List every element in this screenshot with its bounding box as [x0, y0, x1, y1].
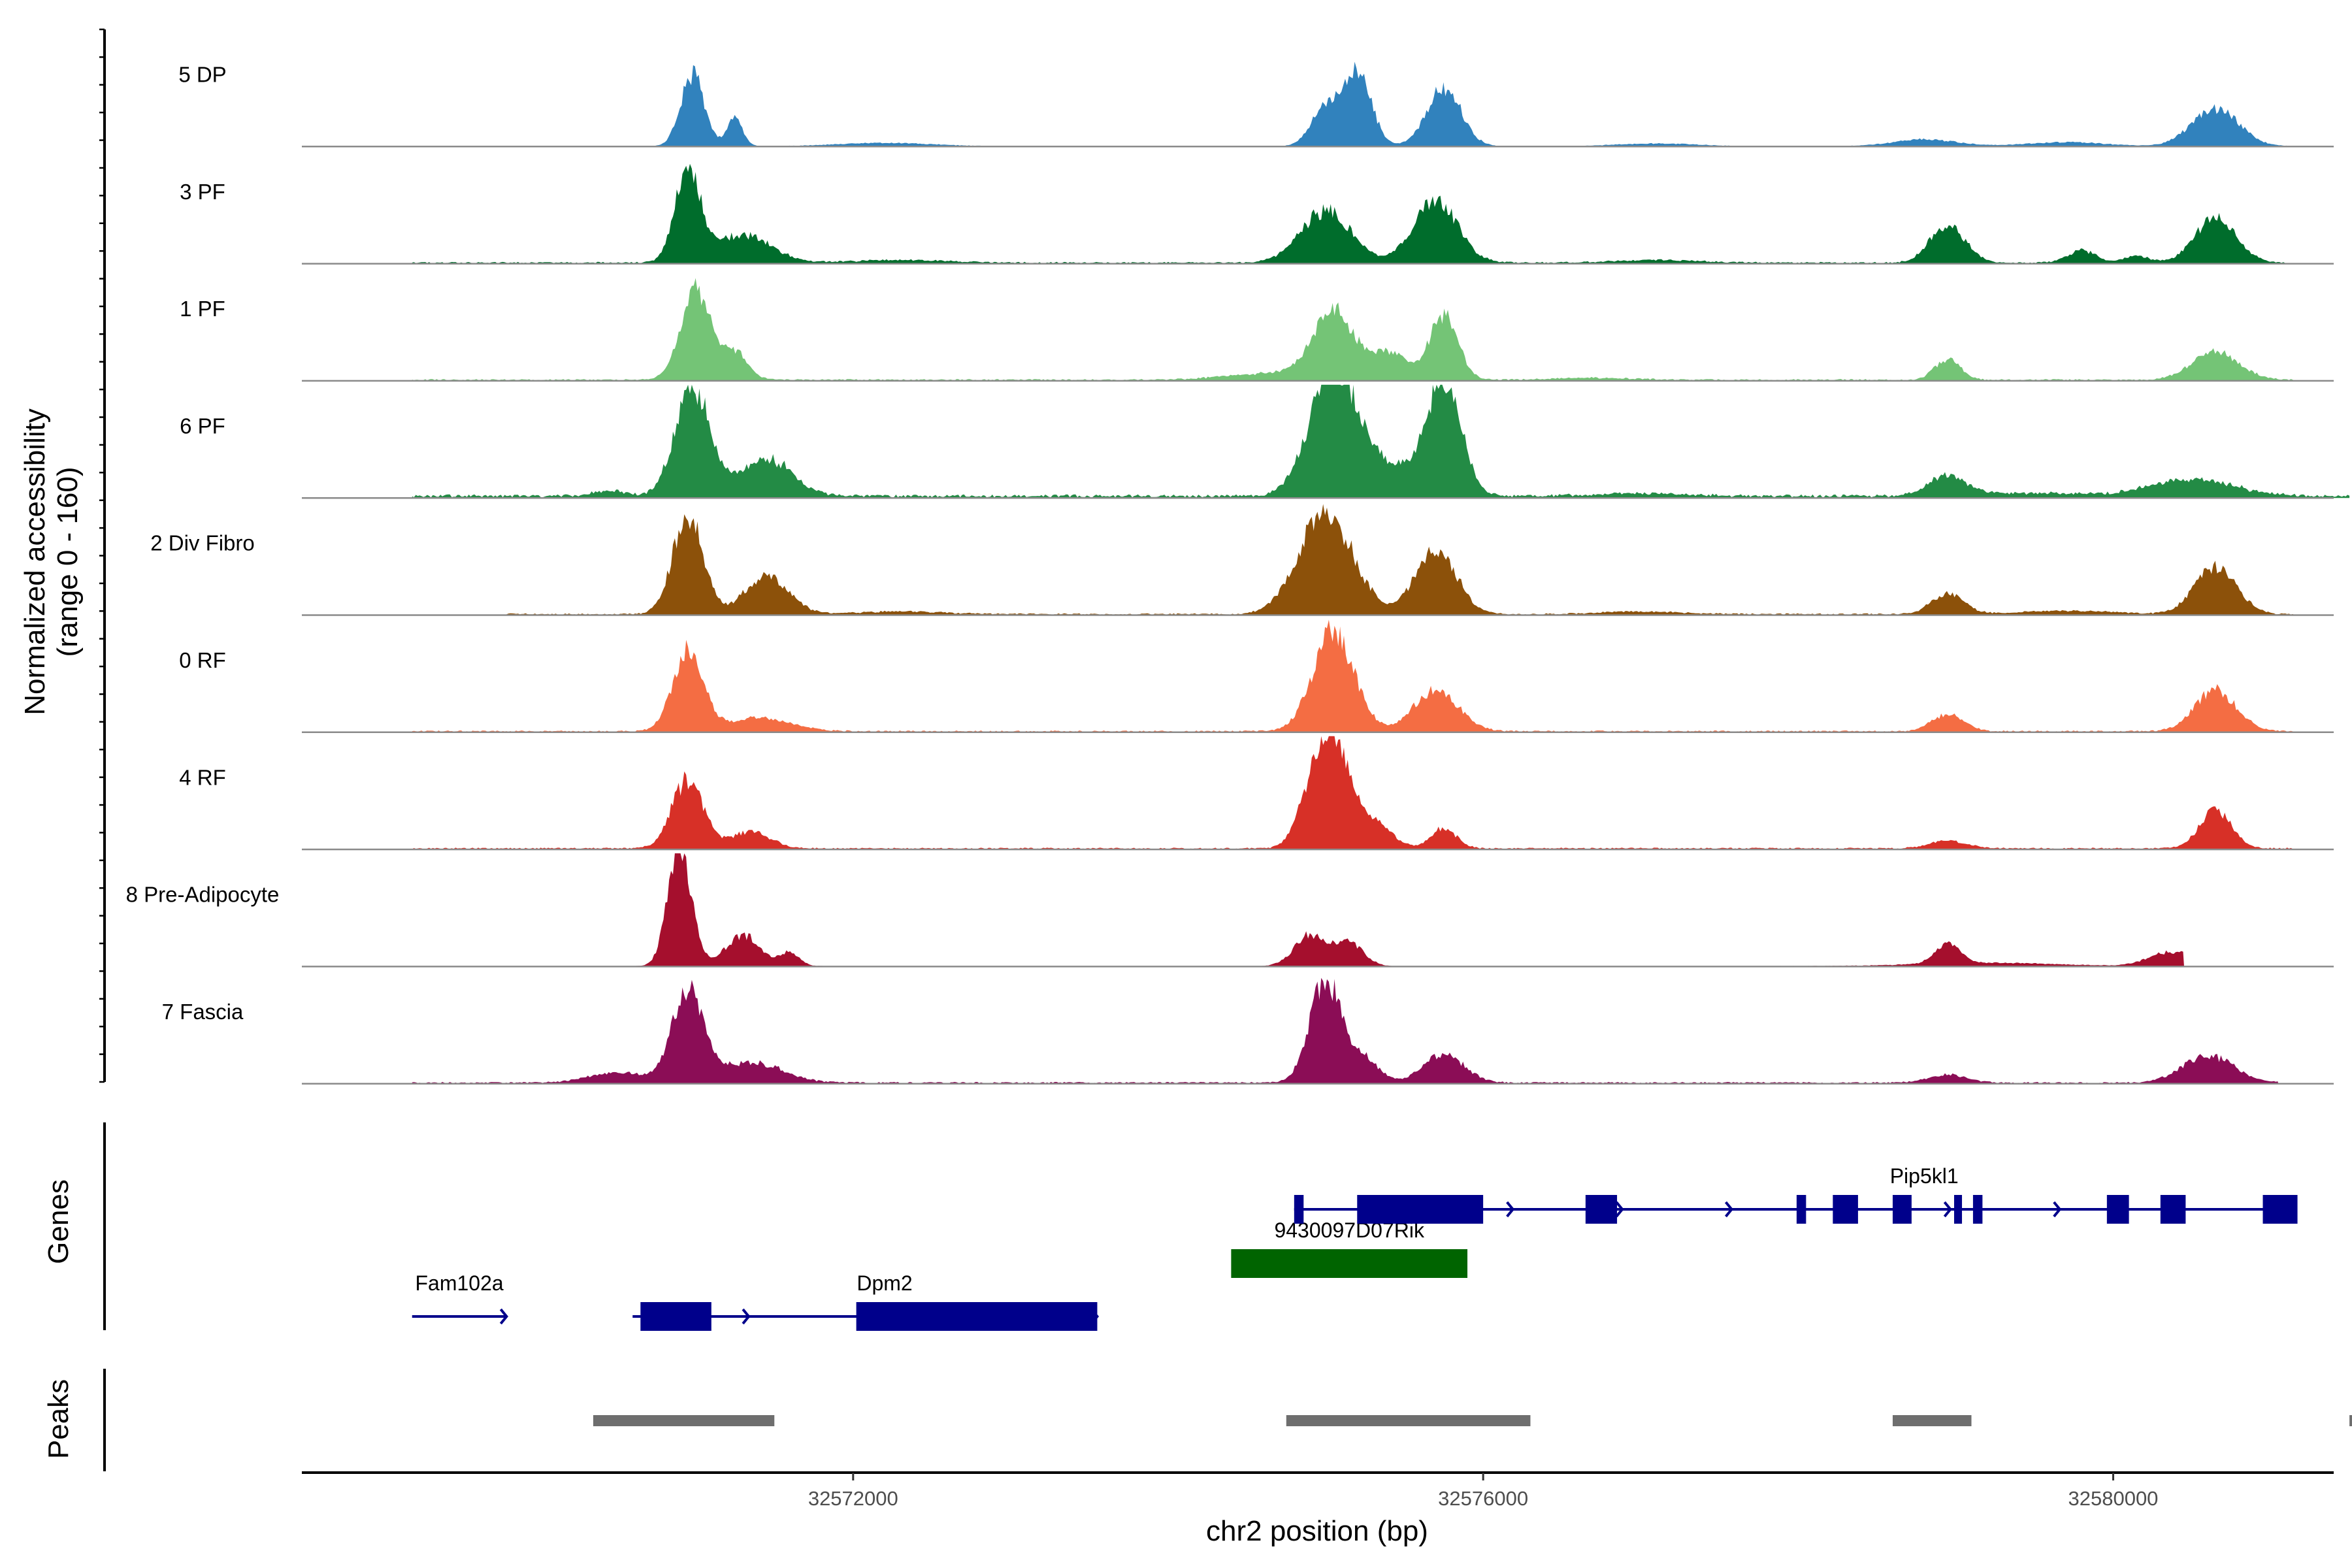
y-axis-range-subtitle: (range 0 - 160) [52, 466, 84, 657]
track-label-8-pre-adipocyte: 8 Pre-Adipocyte [126, 883, 280, 907]
peaks-panel [103, 1369, 2352, 1471]
x-axis-title: chr2 position (bp) [1206, 1515, 1428, 1547]
coverage-track-3-pf [412, 163, 2287, 264]
gene-exon [1796, 1195, 1806, 1224]
gene-exon [1833, 1195, 1858, 1224]
strand-arrow [1724, 1201, 1734, 1218]
gene-exon [2160, 1195, 2186, 1224]
gene-exon [640, 1302, 711, 1331]
gene-exon [1972, 1195, 1983, 1224]
gene-label-fam102a: Fam102a [415, 1271, 503, 1295]
coverage-track-1-pf [412, 278, 2295, 381]
strand-arrow [499, 1308, 508, 1325]
peak-region [593, 1415, 775, 1426]
coverage-track-7-fascia [412, 977, 2279, 1084]
strand-arrow [1834, 1201, 1843, 1218]
coverage-track-2-div-fibro [506, 504, 2295, 615]
gene-exon [1953, 1195, 1963, 1224]
track-label-4-rf: 4 RF [179, 765, 226, 789]
peak-region [1892, 1415, 1972, 1426]
track-label-0-rf: 0 RF [179, 648, 226, 672]
gene-exon [2106, 1195, 2129, 1224]
coverage-track-0-rf [412, 619, 2295, 732]
strand-arrow [1090, 1308, 1100, 1325]
genes-panel-title: Genes [42, 1179, 74, 1264]
coverage-track-4-rf [412, 736, 2295, 850]
gene-exon [1892, 1195, 1912, 1224]
gene-block-9430097d07rik [1231, 1249, 1468, 1278]
strand-arrow [974, 1308, 983, 1325]
gene-exon [1357, 1195, 1484, 1224]
track-label-5-dp: 5 DP [178, 63, 226, 87]
gene-exon [1585, 1195, 1618, 1224]
peak-region [1286, 1415, 1531, 1426]
peak-region [2349, 1415, 2352, 1426]
strand-arrow [1943, 1201, 1952, 1218]
track-label-7-fascia: 7 Fascia [162, 1000, 244, 1024]
gene-exon [1294, 1195, 1304, 1224]
gene-label-dpm2: Dpm2 [857, 1271, 912, 1295]
gene-exon [856, 1302, 1098, 1331]
x-axis: 32572000 32576000 32580000 [302, 1471, 2334, 1510]
coverage-track-5-dp [538, 61, 2295, 147]
strand-arrow [2053, 1201, 2062, 1218]
strand-arrow [858, 1308, 867, 1325]
peaks-panel-title: Peaks [42, 1379, 74, 1459]
coverage-panel: 5 DP 3 PF 1 PF 6 PF 2 Div Fibro 0 RF 4 RF 8 Pre… [99, 28, 2350, 1085]
track-label-1-pf: 1 PF [180, 297, 225, 321]
strand-arrow [1506, 1201, 1515, 1218]
strand-arrow [742, 1308, 751, 1325]
track-label-2-div-fibro: 2 Div Fibro [150, 531, 255, 555]
y-axis-title: Normalized accessibility [19, 408, 51, 715]
strand-arrow [1615, 1201, 1624, 1218]
coverage-track-6-pf [412, 384, 2350, 498]
track-label-6-pf: 6 PF [180, 414, 225, 438]
strand-arrow [2272, 1201, 2281, 1218]
gene-label-pip5kl1: Pip5kl1 [1890, 1164, 1959, 1188]
x-tick-label-32572000: 32572000 [808, 1487, 898, 1510]
x-tick-label-32576000: 32576000 [1438, 1487, 1528, 1510]
x-tick-label-32580000: 32580000 [2068, 1487, 2159, 1510]
track-label-3-pf: 3 PF [180, 180, 225, 204]
coverage-track-8-pre-adipocyte [412, 853, 2184, 967]
strand-arrow [2162, 1201, 2171, 1218]
strand-arrow [1396, 1201, 1405, 1218]
